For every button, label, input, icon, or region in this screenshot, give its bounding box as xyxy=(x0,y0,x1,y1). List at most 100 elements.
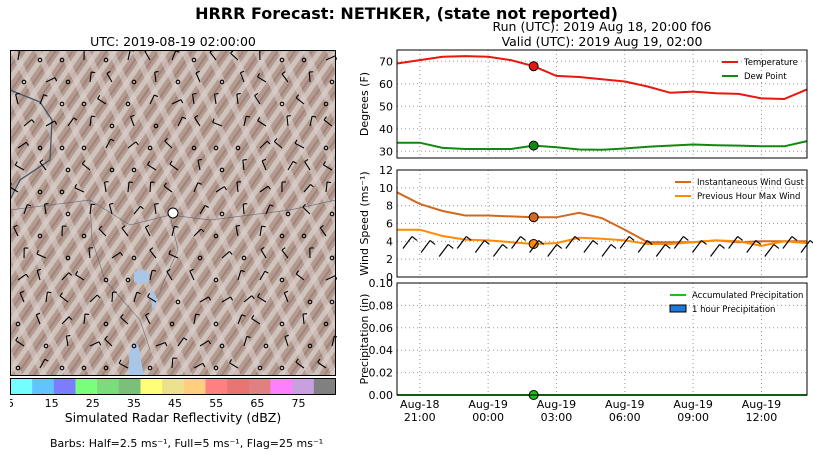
calm-wind-marker xyxy=(153,123,159,129)
x-tick-label: Aug-18 xyxy=(400,398,439,411)
calm-wind-marker xyxy=(147,145,153,151)
calm-wind-marker xyxy=(43,343,49,349)
map-frame xyxy=(10,50,336,376)
wind-barb xyxy=(108,202,114,215)
y-tick-label: 10 xyxy=(379,182,393,195)
wind-barb xyxy=(309,247,314,259)
wind-barb xyxy=(67,117,78,127)
colorbar-cell xyxy=(313,378,336,395)
wind-barb xyxy=(286,115,291,127)
wind-barb xyxy=(98,225,107,237)
y-tick-label: 2 xyxy=(386,253,393,266)
calm-wind-marker xyxy=(103,57,109,63)
series-line xyxy=(396,55,808,101)
wind-barb xyxy=(308,71,314,83)
wind-barb xyxy=(39,94,48,105)
wind-barb xyxy=(673,235,689,249)
wind-barb xyxy=(195,70,201,83)
calm-wind-marker xyxy=(213,321,219,327)
valid-time-point xyxy=(528,140,539,151)
calm-wind-marker xyxy=(59,101,65,107)
valid-time-point xyxy=(528,239,539,250)
wind-barb xyxy=(145,312,151,325)
wind-barb xyxy=(601,243,617,257)
calm-wind-marker xyxy=(59,365,65,371)
wind-barb xyxy=(193,182,202,193)
calm-wind-marker xyxy=(175,79,181,85)
wind-barb xyxy=(61,316,73,325)
calm-wind-marker xyxy=(65,211,71,217)
wind-barb xyxy=(287,160,297,171)
wind-barb xyxy=(317,358,327,369)
x-tick-label: 06:00 xyxy=(609,411,641,424)
wind-barb xyxy=(120,313,129,325)
calm-wind-marker xyxy=(279,233,285,239)
x-tick-label: 00:00 xyxy=(472,411,504,424)
wind-barb xyxy=(149,181,155,193)
wind-barb xyxy=(197,158,202,171)
wind-barb xyxy=(39,159,47,171)
calm-wind-marker xyxy=(103,365,109,371)
wind-barb xyxy=(39,358,49,369)
y-tick-label: 0.02 xyxy=(369,367,394,380)
wind-barb xyxy=(133,205,144,215)
wind-barb-row xyxy=(402,235,813,257)
wind-barb xyxy=(75,271,85,281)
colorbar-tick-label: 65 xyxy=(250,397,264,408)
wind-barb xyxy=(177,337,188,347)
wind-barb xyxy=(15,336,25,347)
wind-barb xyxy=(243,115,251,127)
wind-barb xyxy=(106,70,113,83)
reflectivity-colorbar: 5 15 25 35 45 55 65 75 xyxy=(10,378,336,408)
wind-barb xyxy=(254,92,261,105)
wind-barb xyxy=(215,186,228,193)
wind-barb xyxy=(149,247,157,259)
wind-barb xyxy=(103,180,109,193)
valid-time-point xyxy=(528,61,539,72)
calm-wind-marker xyxy=(279,277,285,283)
wind-barb xyxy=(259,140,271,149)
calm-wind-marker xyxy=(213,233,219,239)
wind-barb xyxy=(88,247,93,259)
x-tick-label: 21:00 xyxy=(404,411,436,424)
calm-wind-marker xyxy=(109,123,115,129)
calm-wind-marker xyxy=(37,233,43,239)
wind-barb xyxy=(281,181,286,193)
wind-barb xyxy=(259,270,269,281)
calm-wind-marker xyxy=(329,255,335,261)
wind-barb xyxy=(243,295,255,303)
wind-barb xyxy=(74,184,85,193)
wind-barb xyxy=(256,73,267,83)
wind-barb xyxy=(59,292,69,303)
colorbar-cell xyxy=(140,378,163,395)
wind-barb xyxy=(65,334,71,347)
wind-barb xyxy=(154,203,159,215)
wind-barb xyxy=(89,115,96,127)
wind-barb xyxy=(260,246,267,259)
colorbar-cell xyxy=(227,378,250,395)
x-tick-label: Aug-19 xyxy=(537,398,576,411)
meteogram-panel: 30 40 50 60 70 Degrees (F) Temperature Dew Poin… xyxy=(358,49,808,159)
wind-barb xyxy=(104,335,113,347)
calm-wind-marker xyxy=(279,101,285,107)
plot-area xyxy=(397,50,807,158)
wind-barb xyxy=(319,225,327,237)
wind-barb xyxy=(529,239,545,253)
colorbar-cell xyxy=(162,378,185,395)
calm-wind-marker xyxy=(329,299,335,305)
x-tick-label: 09:00 xyxy=(677,411,709,424)
meteogram-panel: 0.00 0.02 0.04 0.06 0.08 0.10 Precipitation (i… xyxy=(358,277,808,402)
wind-barb xyxy=(17,273,29,281)
series-line xyxy=(397,140,808,151)
wind-barb xyxy=(193,313,200,325)
y-tick-label: 6 xyxy=(386,218,393,231)
wind-barb xyxy=(193,228,205,237)
wind-barb xyxy=(474,239,490,253)
wind-barb xyxy=(235,224,241,237)
wind-barb xyxy=(565,235,581,249)
lake xyxy=(134,269,150,284)
colorbar-cell xyxy=(270,378,293,395)
wind-barb xyxy=(45,77,58,83)
run-label: Run (UTC): 2019 Aug 18, 20:00 f06 xyxy=(492,19,712,34)
wind-barb xyxy=(261,158,267,171)
